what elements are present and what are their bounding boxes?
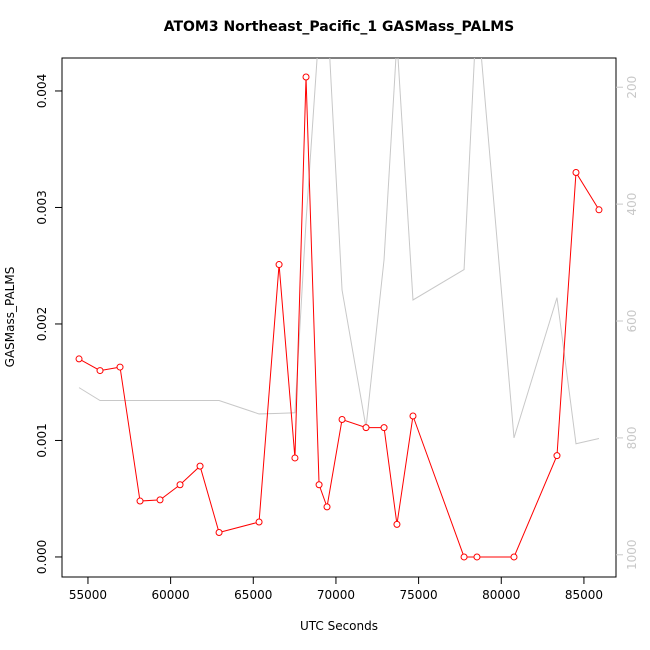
plot-area xyxy=(75,58,603,561)
data-point xyxy=(176,481,184,489)
series-line xyxy=(78,58,600,445)
series-line xyxy=(78,76,600,558)
data-point xyxy=(275,261,283,269)
y2-tick-label: 200 xyxy=(625,76,639,99)
data-point xyxy=(75,355,83,363)
data-point xyxy=(255,518,263,526)
data-point xyxy=(460,553,468,561)
y-tick-label: 0.003 xyxy=(35,190,49,224)
data-point xyxy=(338,415,346,423)
y2-tick-label: 400 xyxy=(625,193,639,216)
data-point xyxy=(156,496,164,504)
x-axis-label: UTC Seconds xyxy=(300,619,378,633)
data-point xyxy=(136,497,144,505)
data-point xyxy=(473,553,481,561)
data-point xyxy=(510,553,518,561)
x-tick-label: 65000 xyxy=(234,588,272,602)
data-point xyxy=(553,452,561,460)
data-point xyxy=(595,206,603,214)
data-point xyxy=(323,503,331,511)
data-point xyxy=(393,520,401,528)
data-point xyxy=(302,73,310,81)
x-tick-label: 55000 xyxy=(69,588,107,602)
y2-tick-label: 1000 xyxy=(625,540,639,571)
data-point xyxy=(380,424,388,432)
y-axis-label: GASMass_PALMS xyxy=(3,267,17,368)
data-point xyxy=(215,528,223,536)
y-tick-label: 0.002 xyxy=(35,307,49,341)
data-point xyxy=(362,424,370,432)
chart-title: ATOM3 Northeast_Pacific_1 GASMass_PALMS xyxy=(164,19,515,35)
data-point xyxy=(196,462,204,470)
data-point xyxy=(572,169,580,177)
y-tick-label: 0.004 xyxy=(35,74,49,108)
x-tick-label: 75000 xyxy=(400,588,438,602)
x-tick-label: 80000 xyxy=(482,588,520,602)
x-tick-label: 85000 xyxy=(565,588,603,602)
y-tick-label: 0.000 xyxy=(35,540,49,574)
y2-tick-label: 600 xyxy=(625,310,639,333)
y-tick-label: 0.001 xyxy=(35,423,49,457)
data-point xyxy=(291,454,299,462)
plot-frame xyxy=(61,57,617,578)
x-tick-label: 70000 xyxy=(317,588,355,602)
y2-tick-label: 800 xyxy=(625,426,639,449)
x-tick-label: 60000 xyxy=(152,588,190,602)
data-point xyxy=(116,363,124,371)
data-point xyxy=(315,481,323,489)
data-point xyxy=(96,367,104,375)
data-point xyxy=(409,412,417,420)
